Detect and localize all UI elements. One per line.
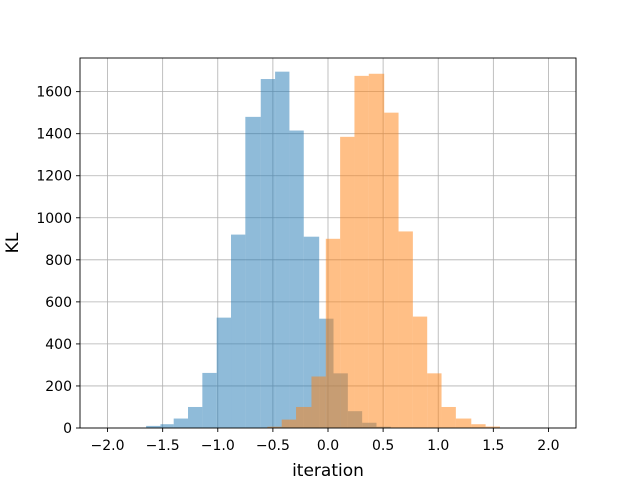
histogram-bar-series-2 — [281, 419, 297, 428]
histogram-bar-series-1 — [202, 372, 217, 428]
x-tick-label: −1.5 — [146, 438, 180, 454]
histogram-bar-series-2 — [311, 376, 326, 428]
x-axis-label: iteration — [292, 461, 364, 480]
histogram-bar-series-2 — [325, 238, 341, 428]
y-tick-label: 0 — [63, 421, 72, 437]
histogram-bar-series-2 — [455, 418, 472, 428]
histogram-bar-series-1 — [173, 418, 189, 428]
x-tick-label: 2.0 — [537, 438, 559, 454]
y-tick-label: 200 — [45, 379, 72, 395]
histogram-bar-series-1 — [275, 71, 290, 429]
y-tick-label: 800 — [45, 253, 72, 269]
y-tick-label: 1600 — [36, 85, 72, 101]
histogram-bar-series-1 — [245, 116, 261, 428]
histogram-bar-series-2 — [412, 316, 428, 428]
histogram-bar-series-1 — [260, 79, 276, 428]
y-tick-label: 1400 — [36, 127, 72, 143]
x-tick-label: 0.0 — [317, 438, 339, 454]
y-tick-label: 1000 — [36, 211, 72, 227]
histogram-bar-series-2 — [296, 406, 312, 428]
histogram-bar-series-2 — [398, 231, 413, 428]
x-tick-label: 1.0 — [427, 438, 449, 454]
y-axis-label: KL — [3, 232, 23, 253]
x-tick-label: −2.0 — [91, 438, 125, 454]
histogram-bar-series-2 — [384, 112, 399, 428]
histogram-bar-series-2 — [485, 426, 500, 428]
histogram-bar-series-1 — [146, 425, 161, 428]
histogram-bar-series-1 — [289, 130, 304, 428]
y-tick-label: 1200 — [36, 169, 72, 185]
histogram-bar-series-2 — [354, 75, 369, 428]
histogram-bar-series-1 — [160, 424, 174, 428]
axis-ticks: −2.0 −1.5 −1.0 −0.5 0.0 0.5 1.0 1.5 2.0 0 200 400 60… — [36, 85, 559, 454]
histogram-bar-series-1 — [216, 317, 232, 428]
histogram-bar-series-2 — [441, 406, 456, 428]
x-tick-label: 0.5 — [372, 438, 394, 454]
histogram-bar-series-1 — [188, 406, 203, 428]
histogram-bar-series-2 — [267, 426, 282, 428]
x-tick-label: −0.5 — [256, 438, 290, 454]
x-tick-label: 1.5 — [482, 438, 504, 454]
histogram-bar-series-2 — [340, 136, 355, 429]
histogram-bar-series-2 — [368, 73, 385, 429]
x-tick-label: −1.0 — [201, 438, 235, 454]
bars-group — [146, 71, 500, 429]
y-tick-label: 400 — [45, 337, 72, 353]
histogram-bar-series-2 — [427, 373, 442, 428]
y-tick-label: 600 — [45, 295, 72, 311]
histogram-bar-series-1 — [231, 234, 246, 428]
histogram-bar-series-2 — [471, 424, 486, 428]
